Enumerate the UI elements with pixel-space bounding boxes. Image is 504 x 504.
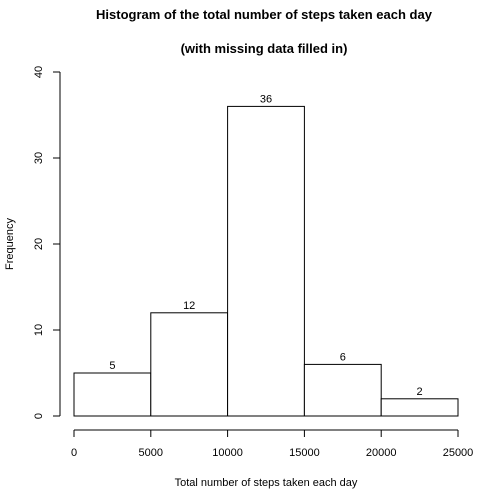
bar-labels-group: 5 12 36 6 2	[109, 93, 422, 397]
chart-subtitle: (with missing data filled in)	[181, 41, 348, 56]
bar-value-label-3: 6	[340, 351, 346, 363]
x-tick-label-1: 5000	[139, 447, 163, 459]
y-axis-label: Frequency	[4, 218, 16, 270]
x-tick-label-4: 20000	[366, 447, 397, 459]
y-tick-label-2: 20	[33, 238, 45, 250]
bar-value-label-0: 5	[109, 360, 115, 372]
histogram-bar-1	[150, 312, 229, 417]
x-tick-label-0: 0	[71, 447, 77, 459]
y-tick-label-0: 0	[33, 413, 45, 419]
bar-value-label-2: 36	[260, 93, 272, 105]
y-tick-label-4: 40	[33, 66, 45, 78]
x-tick-label-5: 25000	[443, 447, 474, 459]
histogram-bar-2	[227, 105, 305, 417]
histogram-bar-0	[73, 372, 152, 417]
chart-title: Histogram of the total number of steps t…	[96, 7, 433, 22]
bar-value-label-1: 12	[183, 300, 195, 312]
histogram-bar-3	[303, 363, 382, 417]
x-axis: 0 5000 10000 15000 20000 25000	[71, 429, 474, 459]
x-tick-label-3: 15000	[289, 447, 320, 459]
bar-value-label-4: 2	[417, 386, 423, 398]
x-tick-label-2: 10000	[212, 447, 243, 459]
y-tick-label-1: 10	[33, 324, 45, 336]
histogram-bar-4	[380, 398, 459, 417]
y-axis: 0 10 20 30 40	[33, 66, 61, 419]
x-axis-label: Total number of steps taken each day	[175, 477, 358, 489]
y-tick-label-3: 30	[33, 152, 45, 164]
bars-group	[73, 105, 459, 417]
